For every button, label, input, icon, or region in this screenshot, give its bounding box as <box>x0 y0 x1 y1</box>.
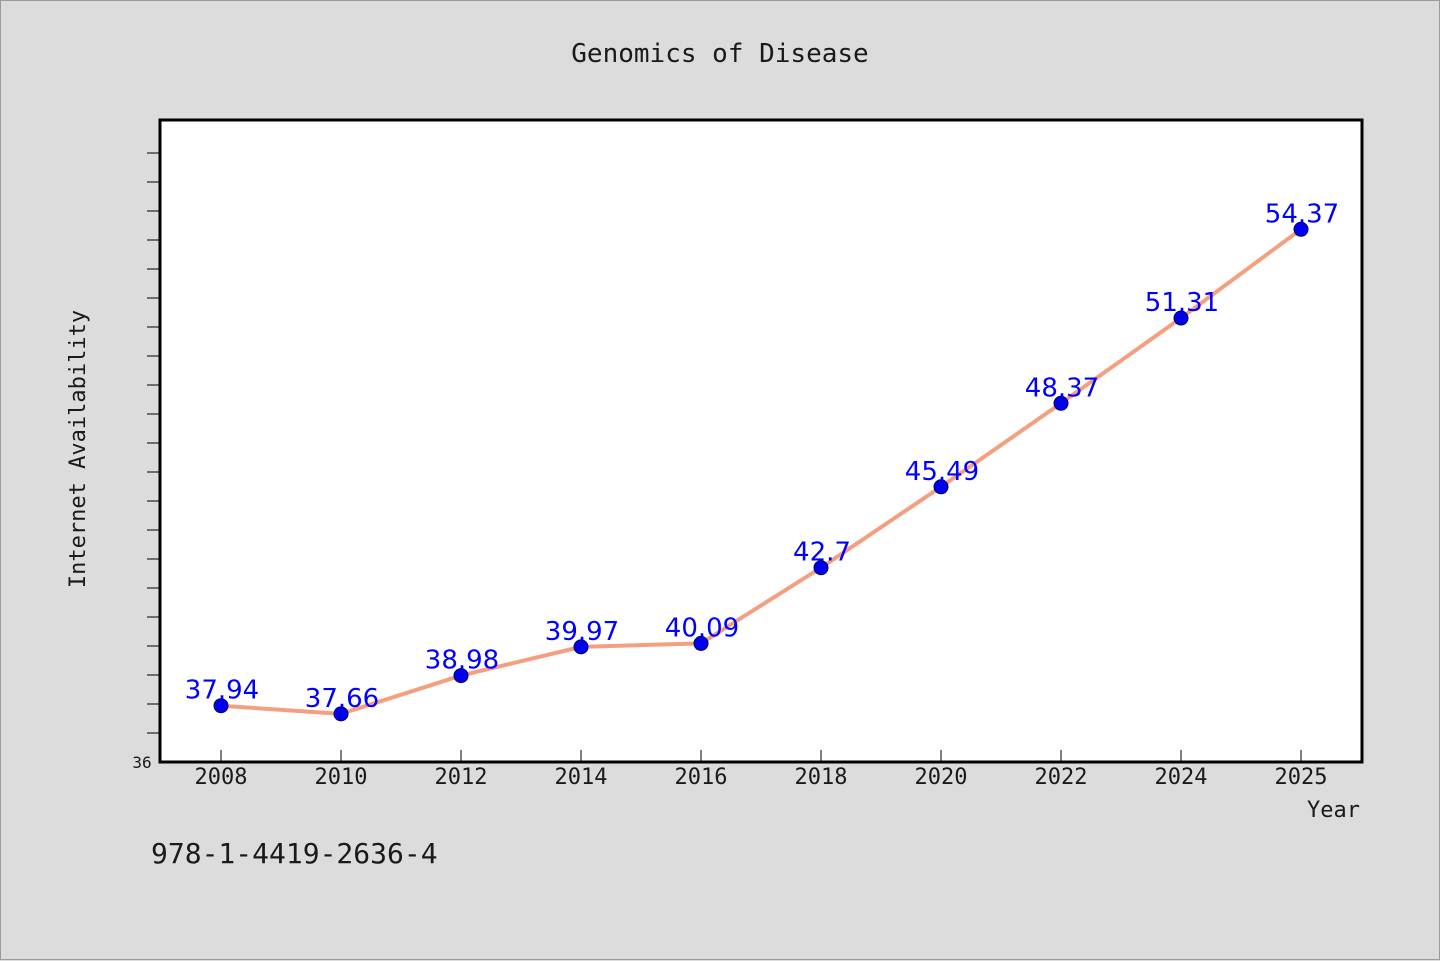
x-tick-label: 2022 <box>1035 765 1088 790</box>
data-point <box>333 706 349 722</box>
x-axis-ticks: 2008 2010 2012 2014 2016 2018 2020 2022 2024 2025 <box>195 750 1328 790</box>
x-tick-label: 2024 <box>1155 765 1208 790</box>
isbn-text: 978-1-4419-2636-4 <box>151 837 438 870</box>
x-tick-label: 2010 <box>315 765 368 790</box>
data-point <box>813 560 829 576</box>
data-point <box>693 635 709 651</box>
y-axis-ticks <box>147 152 160 734</box>
data-label: 48.37 <box>1025 373 1099 403</box>
data-label: 45.49 <box>905 457 979 487</box>
data-label: 38.98 <box>425 646 499 676</box>
data-point <box>933 479 949 495</box>
data-label: 54.37 <box>1265 199 1339 229</box>
data-label: 42.7 <box>793 538 851 568</box>
x-tick-label: 2012 <box>435 765 488 790</box>
x-axis-label: Year <box>1307 798 1360 823</box>
series-line <box>219 227 1303 716</box>
data-label: 39.97 <box>545 617 619 647</box>
x-tick-label: 2025 <box>1275 765 1328 790</box>
x-tick-label: 2020 <box>915 765 968 790</box>
data-point <box>213 698 229 714</box>
chart-title: Genomics of Disease <box>571 39 868 69</box>
data-point <box>453 668 469 684</box>
data-label: 40.09 <box>665 613 739 643</box>
data-label: 37.94 <box>185 676 259 706</box>
x-tick-label: 2008 <box>195 765 248 790</box>
plot-area <box>158 118 1364 764</box>
y-axis-label: Internet Availability <box>66 310 91 588</box>
x-tick-label: 2014 <box>555 765 608 790</box>
data-label: 51.31 <box>1145 288 1219 318</box>
series-group: 37.94 37.66 38.98 39.97 40.09 42.7 45.49 48.37 5… <box>185 199 1339 722</box>
x-tick-label: 2018 <box>795 765 848 790</box>
data-point <box>1053 395 1069 411</box>
data-point <box>573 639 589 655</box>
data-label: 37.66 <box>305 684 379 714</box>
y-tick-label-min: 36 <box>132 753 151 772</box>
data-point <box>1293 221 1309 237</box>
x-tick-label: 2016 <box>675 765 728 790</box>
data-point <box>1173 310 1189 326</box>
